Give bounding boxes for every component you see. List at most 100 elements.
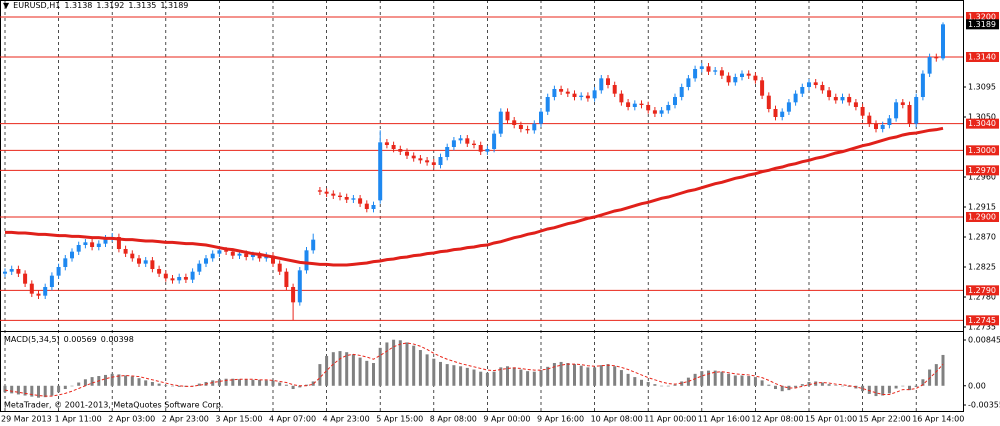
macd-bar: [258, 379, 262, 386]
candle-body: [70, 251, 74, 259]
candle-body: [143, 260, 148, 264]
candle-body: [559, 89, 564, 92]
candle-body: [311, 239, 316, 251]
macd-bar: [10, 385, 14, 394]
macd-bar: [63, 385, 67, 390]
collapse-icon[interactable]: ▼: [3, 1, 10, 10]
macd-bar: [238, 379, 241, 386]
macd-bar: [392, 339, 396, 386]
macd-bar: [532, 371, 536, 386]
macd-bar: [526, 371, 530, 386]
candle-body: [398, 149, 403, 152]
x-tick-label: 15 Apr 22:00: [859, 415, 911, 424]
candle-body: [103, 238, 108, 244]
candle-body: [371, 205, 376, 209]
macd-bar: [499, 367, 503, 386]
y-tick-label: 1.2780: [968, 293, 996, 302]
candle-body: [585, 95, 590, 99]
candle-body: [800, 87, 805, 94]
macd-bar: [901, 385, 905, 387]
level-label-box: [966, 145, 999, 156]
candle-body: [331, 193, 336, 196]
macd-bar: [841, 385, 844, 387]
macd-bar: [894, 385, 898, 389]
candle-body: [679, 87, 684, 97]
candle-body: [606, 78, 610, 85]
x-tick-label: 16 Apr 14:00: [912, 415, 964, 424]
macd-bar: [378, 347, 382, 386]
y-tick-label: 1.2870: [968, 233, 996, 242]
candle-body: [619, 93, 624, 103]
candle-body: [3, 271, 7, 274]
candle-body: [887, 118, 892, 125]
macd-bar: [83, 379, 87, 386]
macd-bar: [43, 385, 47, 398]
candle-body: [478, 145, 483, 152]
macd-bar: [124, 375, 128, 386]
candle-body: [137, 258, 141, 264]
candle-body: [257, 255, 262, 259]
macd-bar: [753, 377, 757, 386]
macd-bar: [177, 385, 181, 387]
macd-bar: [264, 380, 268, 386]
candle-body: [874, 123, 878, 129]
candle-body: [204, 258, 208, 264]
macd-bar: [787, 385, 791, 391]
copyright-note: MetaTrader, © 2001-2013, MetaQuotes Soft…: [4, 401, 223, 410]
candle-body: [16, 269, 21, 274]
macd-bar: [780, 385, 784, 392]
candle-body: [277, 263, 282, 272]
candle-body: [364, 203, 369, 209]
candle-body: [465, 138, 470, 144]
macd-bar: [110, 373, 114, 386]
candle-body: [472, 143, 476, 145]
macd-bar: [908, 385, 911, 391]
candle-body: [23, 273, 28, 284]
candle-body: [626, 102, 631, 107]
candle-body: [545, 97, 550, 112]
level-label-box: [966, 12, 999, 22]
macd-bar: [653, 384, 657, 386]
candle-body: [766, 95, 771, 109]
macd-bar: [640, 379, 643, 386]
candle-body: [760, 80, 765, 96]
macd-bar: [251, 379, 255, 386]
x-tick-label: 9 Apr 00:00: [483, 415, 530, 424]
candle-body: [880, 125, 885, 129]
symbol-title: EURUSD,H1: [13, 1, 61, 10]
candle-body: [673, 97, 677, 105]
macd-bar: [37, 385, 40, 398]
macd-bar: [425, 354, 429, 386]
level-label-box: [966, 212, 999, 222]
candle-body: [250, 255, 255, 257]
header-high: 1.3192: [96, 1, 125, 10]
x-tick-label: 15 Apr 01:00: [805, 415, 857, 424]
x-tick-label: 1 Apr 11:00: [55, 415, 102, 424]
level-label: 1.3040: [968, 119, 996, 128]
candle-body: [713, 70, 718, 72]
candle-body: [170, 278, 175, 281]
candle-body: [56, 267, 61, 276]
candle-body: [512, 120, 517, 125]
candle-body: [49, 275, 54, 287]
candle-body: [539, 111, 543, 124]
macd-bar: [479, 371, 483, 386]
macd-bar: [573, 364, 576, 386]
candle-body: [853, 102, 858, 107]
candle-body: [693, 69, 698, 79]
x-tick-label: 9 Apr 16:00: [537, 415, 584, 424]
candle-body: [746, 73, 751, 76]
macd-bar: [271, 380, 275, 386]
y-tick-label: 1.3095: [968, 83, 996, 92]
macd-bar: [794, 385, 798, 388]
candle-body: [438, 157, 443, 165]
candle-body: [304, 250, 309, 271]
macd-bar: [104, 374, 107, 386]
candle-body: [63, 258, 68, 267]
level-label: 1.3200: [968, 13, 996, 22]
macd-bar: [767, 384, 771, 386]
candle-body: [733, 77, 738, 83]
candle-body: [130, 253, 135, 259]
macd-bar: [673, 384, 677, 386]
